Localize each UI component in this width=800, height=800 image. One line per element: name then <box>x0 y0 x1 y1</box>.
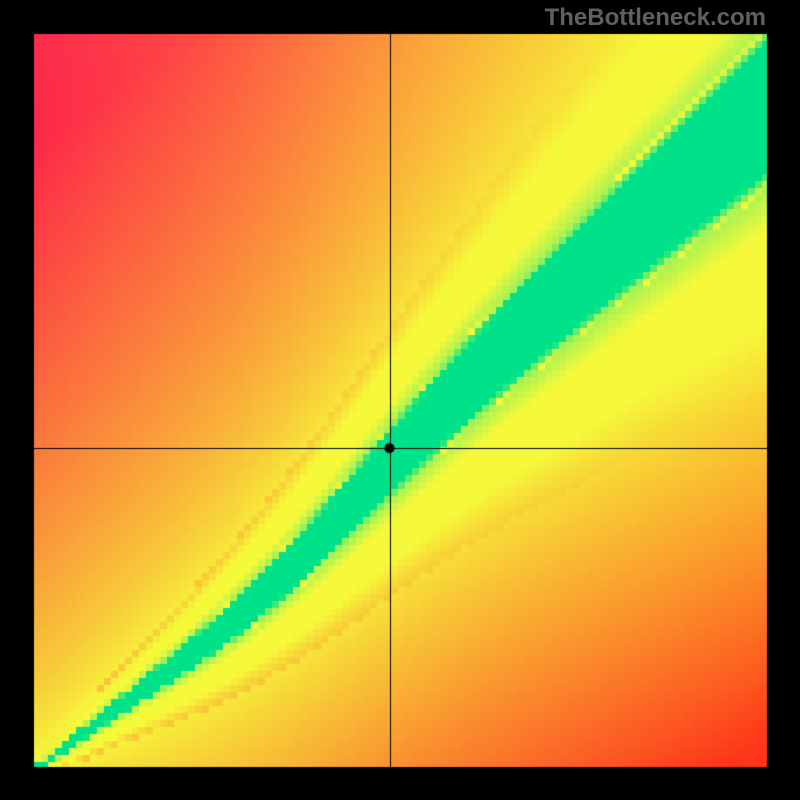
watermark-text: TheBottleneck.com <box>545 4 766 32</box>
chart-root: TheBottleneck.com <box>0 0 800 800</box>
heatmap-canvas <box>0 0 800 800</box>
